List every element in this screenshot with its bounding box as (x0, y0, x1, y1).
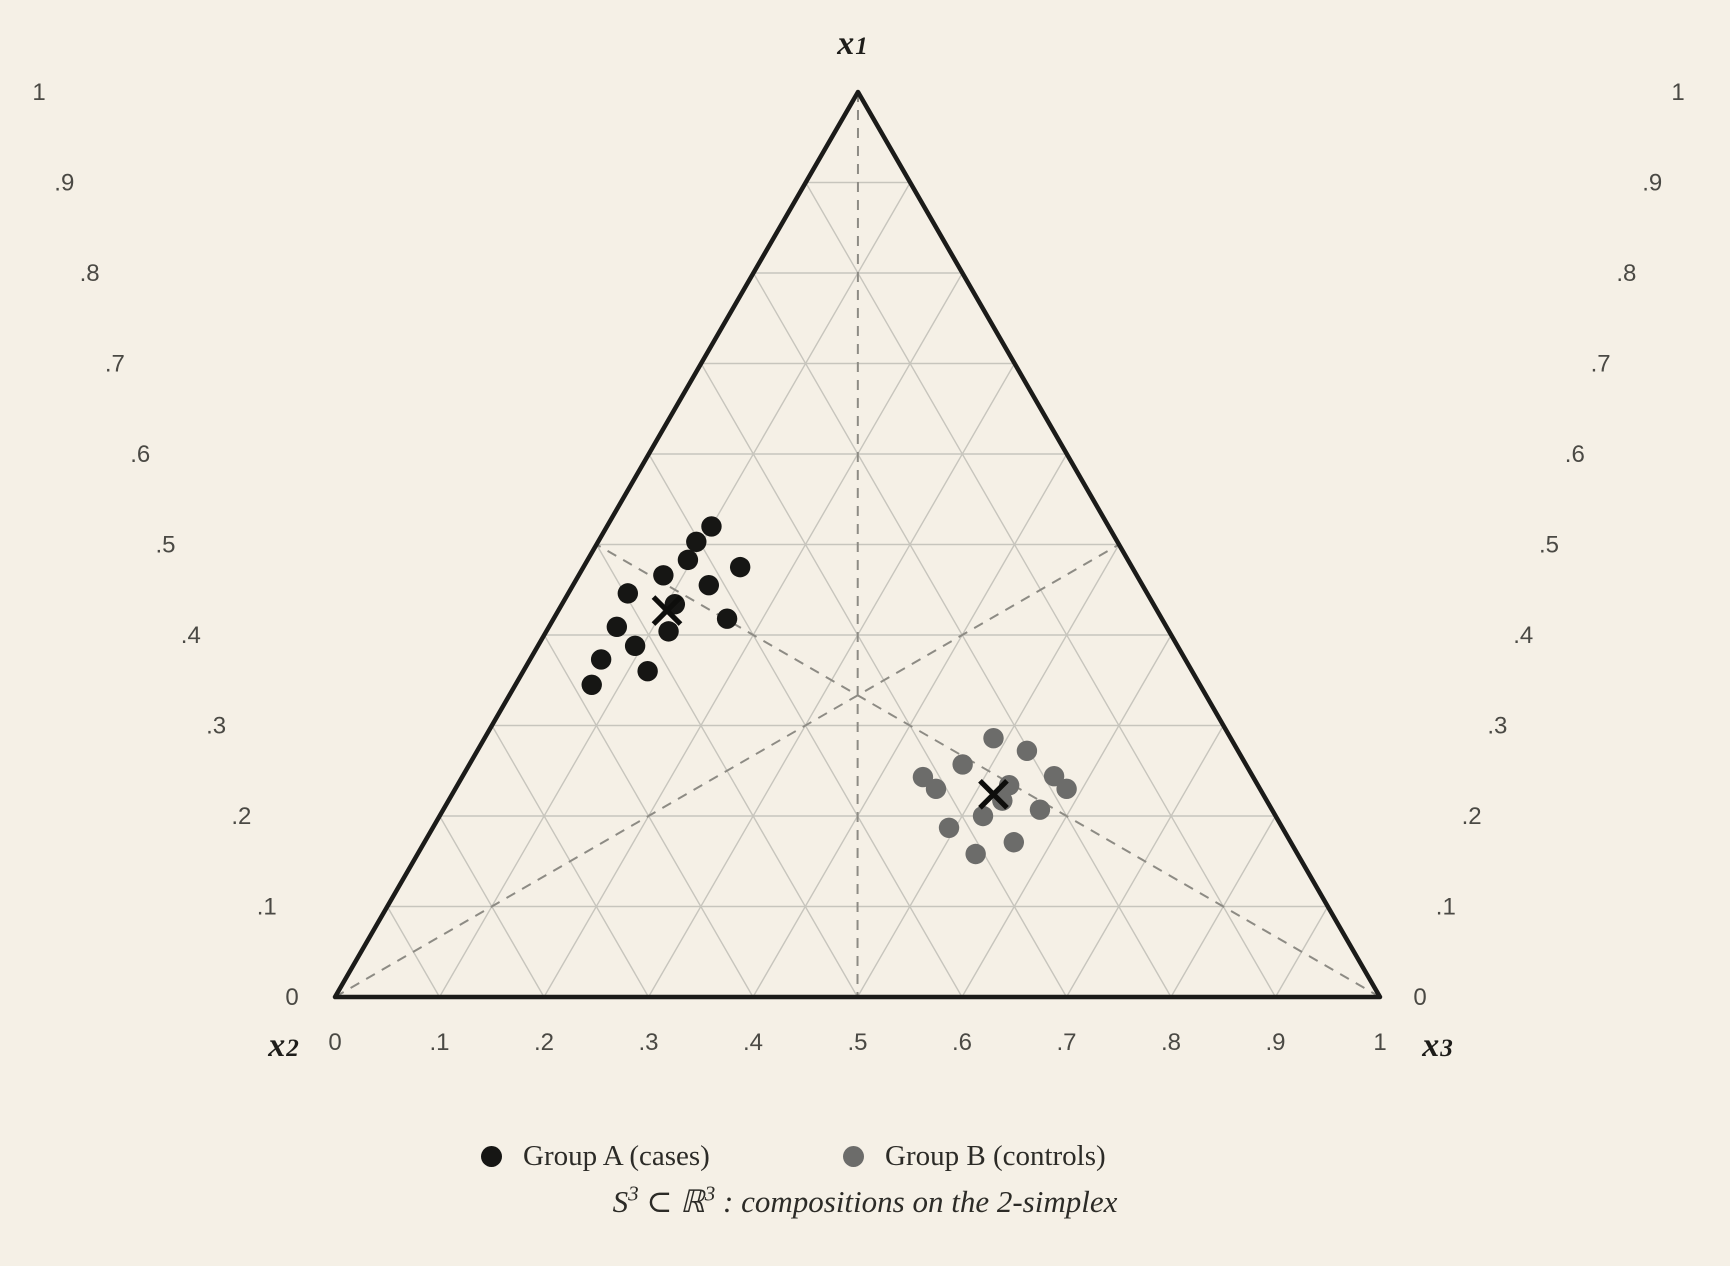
svg-text:.8: .8 (80, 260, 100, 287)
svg-text:.3: .3 (206, 713, 226, 740)
svg-text:.9: .9 (1265, 1029, 1285, 1056)
axis-x1-index: 1 (855, 33, 869, 60)
svg-text:.7: .7 (105, 351, 125, 378)
simplex-border (332, 89, 1383, 1000)
svg-text:.7: .7 (1591, 351, 1611, 378)
axis-x3-symbol: x (1422, 1027, 1441, 1064)
svg-text:1: 1 (32, 79, 45, 106)
svg-text:.1: .1 (257, 894, 277, 921)
caption-subset-symbol: ⊂ (638, 1184, 681, 1219)
svg-text:.1: .1 (429, 1029, 449, 1056)
svg-text:.9: .9 (1642, 170, 1662, 197)
axis-x3-index: 3 (1440, 1035, 1454, 1062)
svg-text:.5: .5 (847, 1029, 867, 1056)
svg-text:.2: .2 (1462, 803, 1482, 830)
centroid-marker-group-b (978, 778, 1009, 810)
legend-marker-group-a (481, 1145, 502, 1167)
caption-text: : compositions on the 2-simplex (715, 1184, 1118, 1219)
svg-text:0: 0 (1413, 984, 1426, 1011)
axis-x2-index: 2 (286, 1035, 300, 1062)
axis-label-x2: x2 (268, 1027, 300, 1065)
centroid-marker-group-a (651, 595, 683, 626)
svg-text:.2: .2 (534, 1029, 554, 1056)
legend-label-group-b: Group B (controls) (885, 1139, 1106, 1172)
axis-label-x3: x3 (1422, 1027, 1454, 1065)
legend-item-group-b: Group B (controls) (843, 1136, 1106, 1176)
svg-text:.6: .6 (130, 441, 150, 468)
caption-reals-sup: 3 (704, 1181, 716, 1206)
svg-text:.8: .8 (1616, 260, 1636, 287)
legend-label-group-a: Group A (cases) (523, 1139, 710, 1172)
svg-text:.7: .7 (1056, 1029, 1076, 1056)
axis-x2-symbol: x (268, 1027, 287, 1064)
svg-text:.5: .5 (155, 532, 175, 559)
axis-x1-symbol: x (837, 25, 856, 62)
svg-text:.4: .4 (1513, 622, 1533, 649)
caption-set-symbol: S (612, 1184, 629, 1219)
caption-reals-symbol: ℝ (680, 1184, 705, 1219)
tick-labels-left: 0 .1 .2 .3 .4 .5 .6 .7 .8 .9 1 (32, 79, 298, 1011)
svg-text:1: 1 (1373, 1029, 1386, 1056)
svg-text:.3: .3 (638, 1029, 658, 1056)
svg-text:.4: .4 (181, 622, 201, 649)
svg-text:0: 0 (285, 984, 298, 1011)
svg-text:.1: .1 (1436, 894, 1456, 921)
svg-text:.5: .5 (1539, 532, 1559, 559)
svg-text:0: 0 (328, 1029, 341, 1056)
svg-text:1: 1 (1671, 79, 1684, 106)
median-dashed-lines (334, 91, 1381, 998)
svg-text:.8: .8 (1161, 1029, 1181, 1056)
legend-item-group-a: Group A (cases) (481, 1136, 710, 1176)
svg-text:.2: .2 (231, 803, 251, 830)
svg-text:.6: .6 (1565, 441, 1585, 468)
svg-text:.9: .9 (54, 170, 74, 197)
legend: Group A (cases) Group B (controls) (0, 1136, 1730, 1176)
tick-labels-bottom: 0 .1 .2 .3 .4 .5 .6 .7 .8 .9 1 (328, 1029, 1386, 1056)
figure-caption: S3 ⊂ ℝ3 : compositions on the 2-simplex (0, 1181, 1730, 1220)
series-points-group-a (581, 516, 751, 695)
tick-labels-right: 0 .1 .2 .3 .4 .5 .6 .7 .8 .9 1 (1413, 79, 1684, 1011)
legend-marker-group-b (843, 1145, 864, 1167)
caption-set-sup: 3 (628, 1181, 639, 1206)
svg-text:.4: .4 (743, 1029, 763, 1056)
svg-text:.3: .3 (1487, 713, 1507, 740)
svg-text:.6: .6 (952, 1029, 972, 1056)
axis-label-x1: x1 (837, 25, 869, 63)
